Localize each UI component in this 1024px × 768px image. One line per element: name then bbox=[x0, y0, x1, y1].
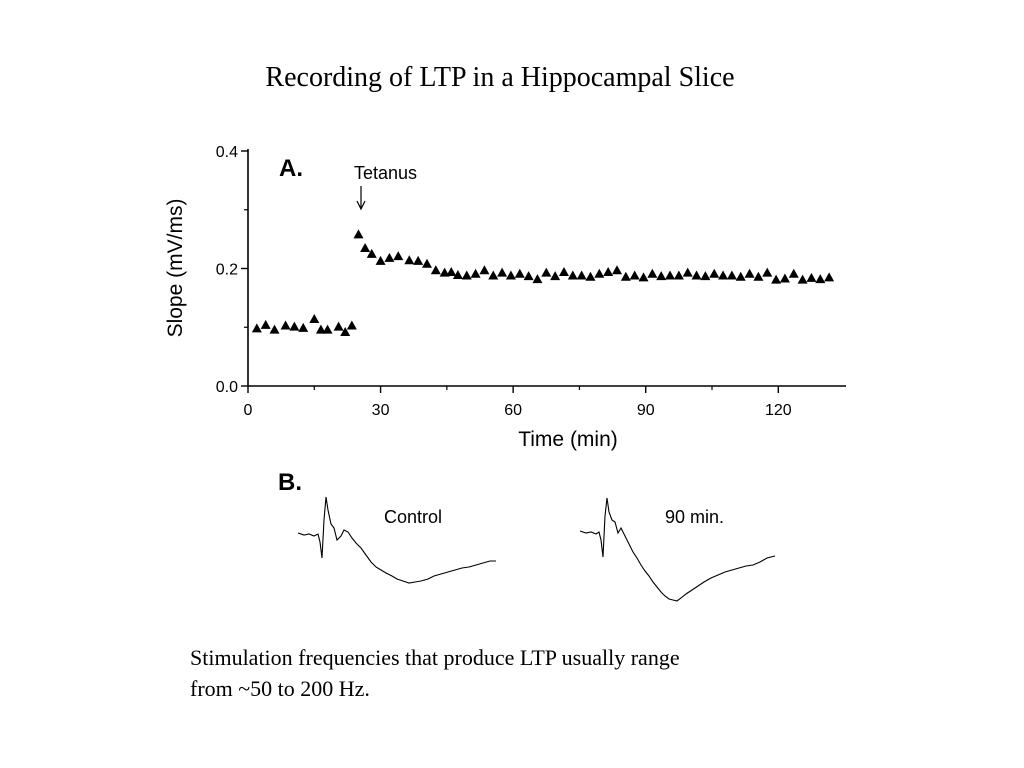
data-point bbox=[824, 272, 835, 282]
x-tick-label: 120 bbox=[765, 402, 792, 419]
slide-title: Recording of LTP in a Hippocampal Slice bbox=[265, 62, 735, 93]
data-point bbox=[289, 321, 300, 331]
y-tick-label: 0.4 bbox=[216, 144, 238, 161]
data-point bbox=[709, 268, 720, 278]
y-axis-label: Slope (mV/ms) bbox=[164, 199, 187, 338]
data-point bbox=[541, 267, 552, 277]
x-tick-label: 30 bbox=[372, 402, 390, 419]
panel-a-label: A. bbox=[279, 155, 303, 182]
data-point bbox=[585, 271, 596, 281]
data-point bbox=[452, 269, 463, 279]
data-point bbox=[404, 255, 415, 265]
data-point bbox=[603, 267, 614, 277]
data-point bbox=[806, 272, 817, 282]
data-point bbox=[779, 273, 790, 283]
control-trace-label: Control bbox=[384, 507, 442, 527]
x-ticks: 0 30 60 90 120 bbox=[244, 386, 792, 419]
panel-a-chart: A. 0.0 0.2 0.4 0 30 60 90 120 Slope (mV/ms) Ti… bbox=[164, 144, 846, 451]
data-point bbox=[762, 267, 773, 277]
caption-line-2: from ~50 to 200 Hz. bbox=[190, 676, 370, 701]
data-point bbox=[558, 267, 569, 277]
data-point bbox=[753, 271, 764, 281]
ninety-min-trace bbox=[579, 497, 776, 602]
data-point bbox=[532, 274, 543, 284]
data-points bbox=[251, 229, 835, 336]
x-tick-label: 90 bbox=[637, 402, 655, 419]
tetanus-annotation: Tetanus bbox=[354, 163, 417, 211]
data-point bbox=[788, 268, 799, 278]
caption-line-1: Stimulation frequencies that produce LTP… bbox=[190, 645, 680, 670]
data-point bbox=[656, 271, 667, 281]
panel-b-traces: B. Control 90 min. bbox=[278, 469, 776, 602]
y-tick-label: 0.2 bbox=[216, 262, 238, 279]
data-point bbox=[446, 267, 457, 277]
data-point bbox=[340, 326, 351, 336]
data-point bbox=[718, 270, 729, 280]
data-point bbox=[514, 268, 525, 278]
data-point bbox=[665, 270, 676, 280]
data-point bbox=[384, 252, 395, 262]
data-point bbox=[430, 265, 441, 275]
panel-b-label: B. bbox=[278, 469, 302, 496]
data-point bbox=[523, 271, 534, 281]
control-trace bbox=[297, 496, 496, 584]
y-ticks: 0.0 0.2 0.4 bbox=[216, 144, 248, 396]
data-point bbox=[375, 255, 386, 265]
data-point bbox=[421, 258, 432, 268]
data-point bbox=[280, 320, 291, 330]
data-point bbox=[611, 265, 622, 275]
data-point bbox=[439, 267, 450, 277]
data-point bbox=[346, 320, 357, 330]
ltp-figure: A. 0.0 0.2 0.4 0 30 60 90 120 Slope (mV/ms) Ti… bbox=[164, 144, 846, 602]
x-tick-label: 0 bbox=[244, 402, 253, 419]
data-point bbox=[393, 251, 404, 261]
data-point bbox=[815, 274, 826, 284]
data-point bbox=[269, 324, 280, 334]
data-point bbox=[353, 229, 364, 239]
data-point bbox=[567, 270, 578, 280]
data-point bbox=[488, 270, 499, 280]
data-point bbox=[797, 274, 808, 284]
data-point bbox=[251, 323, 262, 333]
data-point bbox=[479, 265, 490, 275]
data-point bbox=[576, 270, 587, 280]
data-point bbox=[333, 321, 344, 331]
data-point bbox=[620, 271, 631, 281]
ninety-min-trace-label: 90 min. bbox=[665, 507, 724, 527]
data-point bbox=[470, 268, 481, 278]
data-point bbox=[673, 270, 684, 280]
data-point bbox=[322, 324, 333, 334]
tetanus-label: Tetanus bbox=[354, 163, 417, 183]
data-point bbox=[647, 268, 658, 278]
data-point bbox=[360, 242, 371, 252]
data-point bbox=[691, 270, 702, 280]
tetanus-arrowhead-icon bbox=[356, 200, 366, 211]
data-point bbox=[497, 267, 508, 277]
data-point bbox=[735, 271, 746, 281]
data-point bbox=[700, 271, 711, 281]
data-point bbox=[771, 274, 782, 284]
data-point bbox=[298, 322, 309, 332]
slide-caption: Stimulation frequencies that produce LTP… bbox=[190, 642, 850, 704]
data-point bbox=[309, 314, 320, 324]
data-point bbox=[260, 319, 271, 329]
x-tick-label: 60 bbox=[504, 402, 522, 419]
data-point bbox=[682, 267, 693, 277]
data-point bbox=[744, 268, 755, 278]
data-point bbox=[461, 270, 472, 280]
data-point bbox=[638, 272, 649, 282]
data-point bbox=[629, 270, 640, 280]
data-point bbox=[594, 268, 605, 278]
y-tick-label: 0.0 bbox=[216, 379, 238, 396]
x-axis-label: Time (min) bbox=[518, 428, 618, 451]
data-point bbox=[726, 270, 737, 280]
data-point bbox=[315, 324, 326, 334]
data-point bbox=[366, 248, 377, 258]
data-point bbox=[413, 255, 424, 265]
data-point bbox=[505, 270, 516, 280]
data-point bbox=[550, 271, 561, 281]
